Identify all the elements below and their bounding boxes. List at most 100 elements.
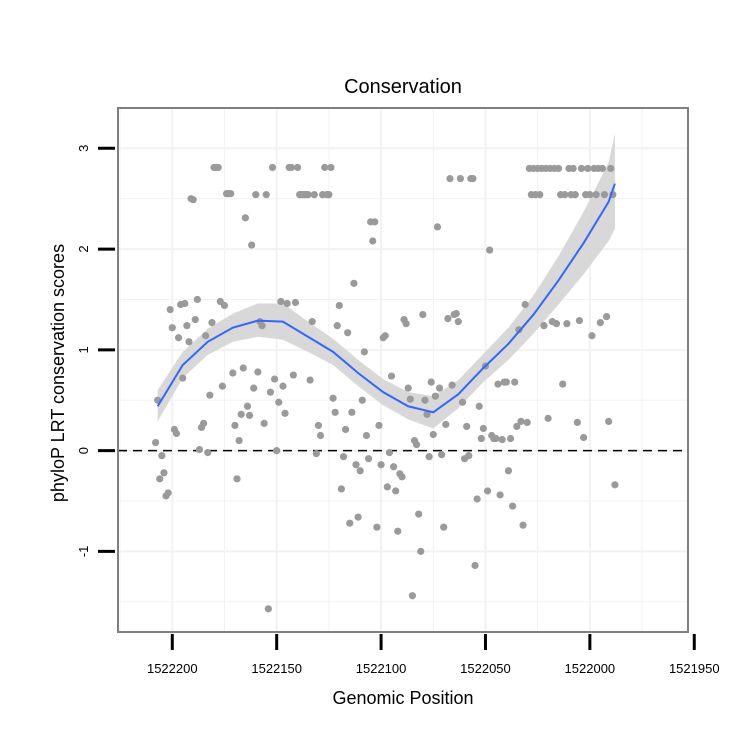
- data-point: [440, 523, 448, 531]
- data-point: [385, 449, 394, 457]
- x-axis: 1522200 1522150 1522100 1522050 1522000 15219…: [147, 634, 720, 676]
- data-point: [427, 378, 435, 386]
- data-point: [218, 382, 226, 390]
- x-tick-label: 1522050: [460, 661, 511, 676]
- data-point: [350, 279, 358, 287]
- data-point: [229, 369, 237, 377]
- data-point: [306, 376, 314, 384]
- data-point: [431, 392, 439, 400]
- data-point: [268, 163, 277, 172]
- data-point: [561, 191, 569, 199]
- data-point: [598, 164, 606, 173]
- data-point: [498, 435, 506, 444]
- data-point: [241, 214, 249, 222]
- data-point: [341, 425, 350, 434]
- data-point: [335, 301, 343, 310]
- data-point: [245, 411, 254, 419]
- data-point: [316, 431, 325, 440]
- data-point: [584, 164, 592, 173]
- data-point: [421, 396, 429, 404]
- data-point: [586, 191, 594, 199]
- data-point: [293, 163, 302, 172]
- data-point: [511, 378, 519, 386]
- data-point: [602, 312, 611, 321]
- data-point: [193, 295, 201, 304]
- y-tick-label: 2: [76, 245, 91, 252]
- data-point: [419, 310, 427, 319]
- data-point: [327, 163, 335, 172]
- data-point: [607, 164, 615, 173]
- data-point: [254, 368, 262, 376]
- data-point: [515, 326, 523, 334]
- data-point: [417, 547, 425, 555]
- data-point: [200, 419, 208, 428]
- data-point: [243, 402, 252, 410]
- data-point: [289, 371, 297, 379]
- data-point: [446, 174, 454, 183]
- data-point: [483, 487, 492, 495]
- y-tick-label: -1: [76, 546, 91, 558]
- data-point: [337, 485, 346, 493]
- data-point: [569, 164, 577, 173]
- data-point: [325, 191, 333, 199]
- data-point: [452, 309, 460, 318]
- data-point: [475, 402, 483, 410]
- data-point: [202, 332, 210, 340]
- data-point: [435, 384, 444, 392]
- data-point: [206, 391, 214, 399]
- data-point: [513, 422, 521, 431]
- data-point: [233, 475, 241, 483]
- data-point: [329, 394, 337, 402]
- data-point: [287, 163, 295, 172]
- data-point: [333, 322, 341, 330]
- data-point: [220, 301, 229, 310]
- data-point: [270, 375, 279, 383]
- data-point: [364, 455, 373, 463]
- plot-panel-border: [117, 107, 689, 633]
- data-point: [377, 461, 385, 469]
- data-point: [429, 430, 437, 439]
- data-point: [356, 467, 364, 475]
- smooth-line-layer: [156, 183, 616, 414]
- x-tick-label: 1522100: [356, 661, 407, 676]
- smooth-line: [156, 183, 616, 414]
- data-point: [235, 436, 243, 445]
- data-point: [166, 305, 174, 314]
- data-point: [394, 527, 402, 535]
- data-point: [164, 489, 172, 497]
- x-tick-label: 1522200: [147, 661, 198, 676]
- data-point: [172, 429, 181, 438]
- data-point: [358, 396, 366, 404]
- data-point: [181, 299, 189, 308]
- y-axis: -1 0 1 2 3: [76, 145, 115, 557]
- data-point: [554, 164, 563, 173]
- data-point: [404, 384, 412, 392]
- data-point: [492, 434, 500, 443]
- data-points-layer: [151, 163, 619, 613]
- confidence-ribbon: [157, 133, 615, 429]
- data-point: [412, 440, 421, 449]
- data-point: [250, 384, 258, 392]
- data-point: [423, 410, 431, 418]
- data-point: [310, 191, 318, 199]
- data-point: [348, 408, 356, 416]
- data-point: [521, 300, 529, 309]
- data-point: [314, 421, 323, 430]
- x-tick-label: 1522150: [251, 661, 302, 676]
- data-point: [438, 451, 446, 459]
- data-point: [469, 174, 477, 183]
- data-point: [362, 431, 371, 440]
- data-point: [415, 510, 423, 518]
- data-point: [331, 408, 339, 416]
- data-point: [346, 519, 354, 527]
- data-point: [442, 420, 450, 429]
- y-tick-label: 0: [76, 447, 91, 454]
- data-point: [571, 191, 579, 199]
- data-point: [540, 322, 548, 330]
- data-point: [600, 191, 609, 199]
- data-point: [563, 320, 571, 328]
- data-point: [183, 322, 191, 330]
- data-point: [344, 329, 352, 337]
- data-point: [408, 592, 416, 600]
- data-point: [596, 319, 604, 327]
